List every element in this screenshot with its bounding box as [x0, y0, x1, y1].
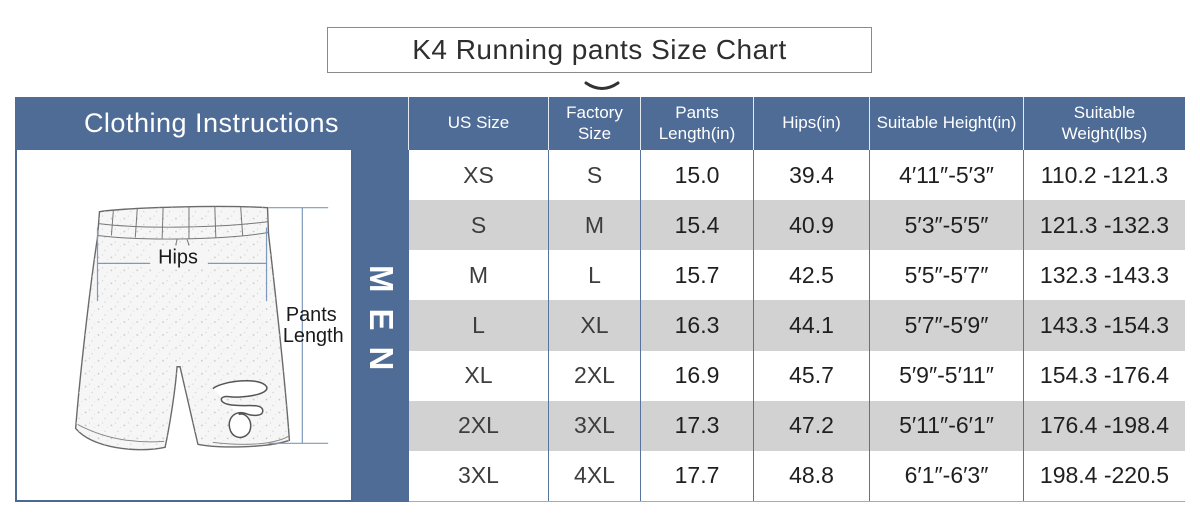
table-row: XS S 15.0 39.4 4′11″-5′3″ 110.2 -121.3 [409, 150, 1185, 201]
table-cell: 3XL [409, 450, 549, 501]
brand-logo-squiggle [212, 380, 268, 439]
table-cell: XL [549, 300, 641, 351]
table-row: XL 2XL 16.9 45.7 5′9″-5′11″ 154.3 -176.4 [409, 350, 1185, 401]
size-chart-title: K4 Running pants Size Chart [412, 34, 787, 65]
column-header-suitable-weight: Suitable Weight(lbs) [1061, 103, 1148, 143]
table-row: L XL 16.3 44.1 5′7″-5′9″ 143.3 -154.3 [409, 300, 1185, 351]
content-row: Hips Pants Length MEN XS S 15.0 39.4 4′11″-5… [15, 150, 1185, 502]
size-chart-title-box: K4 Running pants Size Chart [327, 27, 872, 73]
shorts-illustration-box: Hips Pants Length [15, 150, 353, 502]
table-cell: 2XL [409, 400, 549, 451]
table-cell: 176.4 -198.4 [1039, 412, 1170, 439]
table-cell: 198.4 -220.5 [1039, 462, 1170, 489]
table-cell: 5′5″-5′7″ [870, 250, 1024, 301]
table-cell: 44.1 [754, 300, 870, 351]
clothing-instructions-header: Clothing Instructions [15, 97, 409, 150]
table-row: 2XL 3XL 17.3 47.2 5′11″-6′1″ 176.4 -198.4 [409, 400, 1185, 451]
table-cell: 5′11″-6′1″ [870, 400, 1024, 451]
pants-length-measure-lines [268, 207, 329, 444]
hips-label: Hips [158, 246, 198, 268]
table-cell: S [409, 200, 549, 251]
column-header-hips: Hips(in) [754, 97, 870, 150]
table-cell: 154.3 -176.4 [1039, 362, 1170, 389]
table-cell: 15.7 [641, 250, 754, 301]
table-cell: 48.8 [754, 450, 870, 501]
hem-line [212, 435, 289, 445]
table-cell: 143.3 -154.3 [1039, 311, 1170, 338]
table-cell: 2XL [549, 350, 641, 401]
table-row: S M 15.4 40.9 5′3″-5′5″ 121.3 -132.3 [409, 200, 1185, 251]
table-cell: M [409, 250, 549, 301]
table-cell: 4XL [549, 450, 641, 501]
men-section-strip: MEN [353, 150, 409, 502]
hem-line-left [77, 423, 165, 443]
size-chart-panel: Clothing Instructions US Size Factory Si… [15, 97, 1185, 502]
table-cell: 42.5 [754, 250, 870, 301]
table-cell: 15.0 [641, 150, 754, 201]
pants-length-label-line1: Pants [286, 304, 337, 326]
table-cell: 45.7 [754, 350, 870, 401]
table-cell: M [549, 200, 641, 251]
table-cell: 110.2 -121.3 [1040, 161, 1169, 188]
table-header-row: Clothing Instructions US Size Factory Si… [15, 97, 1185, 150]
table-cell: XL [409, 350, 549, 401]
table-cell: 121.3 -132.3 [1039, 211, 1170, 238]
column-header-suitable-height: Suitable Height(in) [870, 97, 1024, 150]
size-table-body: XS S 15.0 39.4 4′11″-5′3″ 110.2 -121.3 S M 15.4 4… [409, 150, 1185, 502]
column-header-us-size: US Size [409, 97, 549, 150]
column-header-pants-length: Pants Length(in) [641, 97, 754, 150]
pants-length-label-line2: Length [283, 325, 344, 347]
chevron-down-icon [584, 81, 620, 90]
table-cell: 132.3 -143.3 [1039, 261, 1170, 288]
table-row: M L 15.7 42.5 5′5″-5′7″ 132.3 -143.3 [409, 250, 1185, 301]
hips-label-bg [150, 245, 208, 270]
table-cell: 6′1″-6′3″ [870, 450, 1024, 501]
column-header-factory-size: Factory Size [549, 97, 641, 150]
table-cell: 40.9 [754, 200, 870, 251]
table-cell: 17.3 [641, 400, 754, 451]
table-cell: 17.7 [641, 450, 754, 501]
table-cell: 39.4 [754, 150, 870, 201]
shorts-diagram-image: Hips Pants Length [74, 205, 344, 451]
table-cell: L [549, 250, 641, 301]
table-cell: 4′11″-5′3″ [870, 150, 1024, 201]
table-cell: 3XL [549, 400, 641, 451]
table-cell: L [409, 300, 549, 351]
table-cell: 5′9″-5′11″ [870, 350, 1024, 401]
table-cell: S [549, 150, 641, 201]
table-cell: 5′7″-5′9″ [870, 300, 1024, 351]
table-cell: 16.9 [641, 350, 754, 401]
table-cell: 5′3″-5′5″ [870, 200, 1024, 251]
table-cell: XS [409, 150, 549, 201]
table-row: 3XL 4XL 17.7 48.8 6′1″-6′3″ 198.4 -220.5 [409, 450, 1185, 501]
table-cell: 16.3 [641, 300, 754, 351]
men-label: MEN [363, 265, 400, 387]
table-cell: 15.4 [641, 200, 754, 251]
table-cell: 47.2 [754, 400, 870, 451]
